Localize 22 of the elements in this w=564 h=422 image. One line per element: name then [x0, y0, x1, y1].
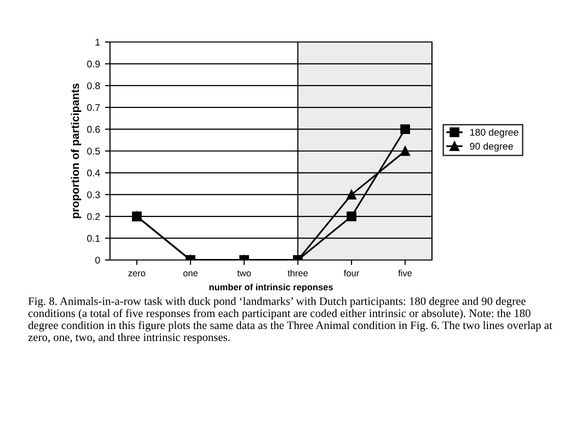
y-axis-title: proportion of participants	[70, 84, 82, 218]
legend-label: 180 degree	[470, 128, 518, 138]
x-tick-label: one	[183, 271, 198, 276]
x-tick-label: five	[398, 270, 412, 276]
x-tick-label: three	[288, 270, 308, 276]
y-tick-label: 0.5	[87, 148, 100, 155]
y-tick-label: 1	[96, 38, 100, 46]
y-tick-label: 0.1	[87, 234, 100, 242]
caption: Fig. 8. Animals-in-a-row task with duck pond ‘landmarks’ with Dutch participants: 180 degree and 90 degree conditions (a total of five responses from each participant are coded either intrinsic or absolute). Note: the 180 degree condition in this figure plots the same data as the Three Animal condition in Fig. 6. The two lines overlap at zero, one, two, and three intrinsic responses.	[28, 297, 552, 344]
y-tick-label: 0.3	[87, 191, 100, 198]
y-tick-label: 0.9	[87, 60, 100, 68]
x-axis-title: number of intrinsic reponses	[209, 284, 333, 292]
y-tick-label: 0.2	[87, 213, 100, 220]
y-tick-label: 0.8	[87, 82, 100, 90]
y-tick-label: 0.7	[87, 104, 100, 112]
y-tick-label: 0.6	[87, 126, 100, 133]
x-tick-label: zero	[128, 271, 146, 276]
legend-label: 90 degree	[470, 142, 513, 152]
x-tick-label: four	[344, 270, 360, 276]
y-tick-label: 0	[95, 256, 100, 264]
y-tick-label: 0.4	[87, 170, 100, 176]
x-tick-label: two	[237, 270, 251, 276]
